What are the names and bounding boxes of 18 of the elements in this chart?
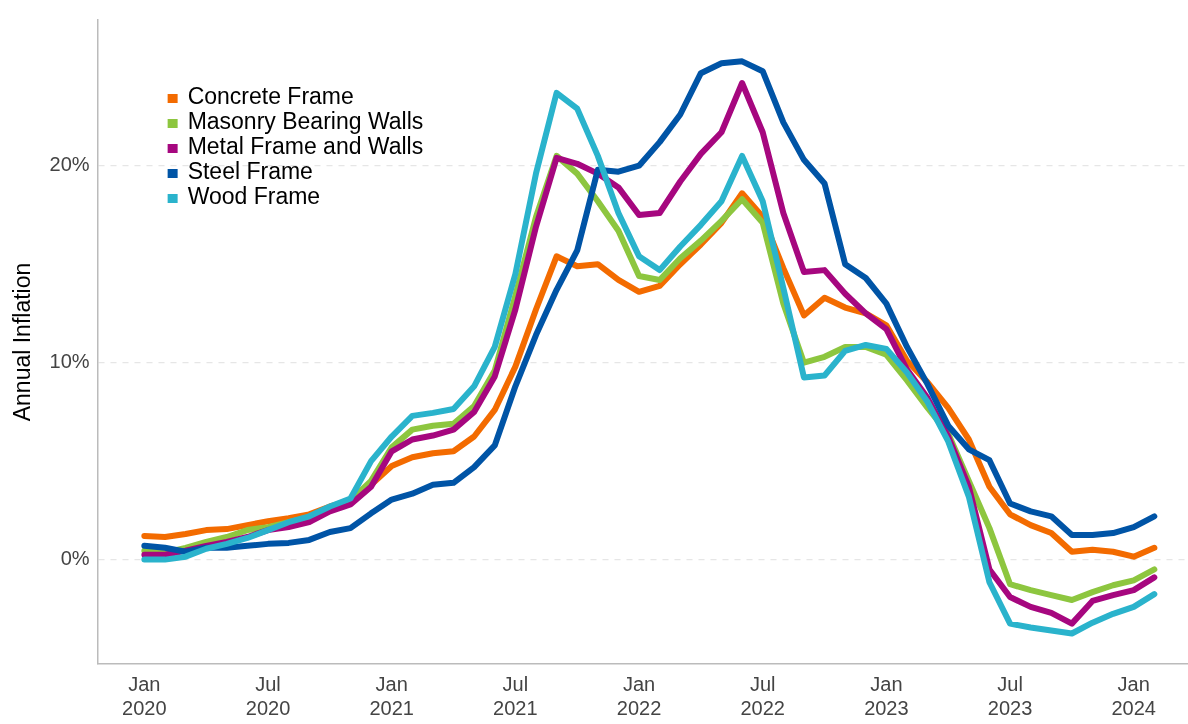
x-tick-label: Jan 2023 bbox=[864, 672, 909, 719]
x-tick-label: Jan 2020 bbox=[122, 672, 167, 719]
legend-label: Steel Frame bbox=[187, 158, 313, 185]
legend-label: Masonry Bearing Walls bbox=[187, 108, 424, 135]
y-axis-title: Annual Inflation bbox=[9, 262, 36, 422]
x-tick-label: Jul 2022 bbox=[740, 672, 785, 719]
x-tick-label: Jul 2023 bbox=[987, 672, 1033, 719]
legend-label: Wood Frame bbox=[187, 183, 321, 210]
legend-label: Metal Frame and Walls bbox=[187, 133, 424, 160]
x-tick-label: Jan 2024 bbox=[1111, 672, 1156, 719]
x-tick-label: Jan 2021 bbox=[369, 672, 414, 719]
y-tick-label: 0% bbox=[60, 547, 90, 570]
x-tick-label: Jul 2021 bbox=[493, 672, 538, 719]
y-tick-label: 20% bbox=[49, 153, 90, 176]
x-tick-label: Jul 2020 bbox=[245, 672, 291, 719]
x-tick-label: Jan 2022 bbox=[616, 672, 662, 719]
legend-label: Concrete Frame bbox=[187, 83, 354, 110]
y-tick-label: 10% bbox=[49, 350, 90, 373]
